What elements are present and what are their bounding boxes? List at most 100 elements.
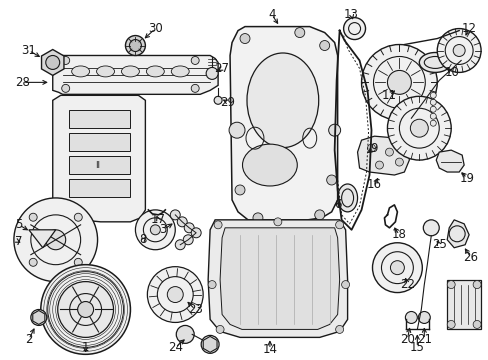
Polygon shape	[53, 95, 145, 222]
Polygon shape	[29, 230, 56, 248]
Circle shape	[41, 265, 130, 354]
Ellipse shape	[419, 53, 450, 72]
Circle shape	[46, 230, 65, 250]
Circle shape	[74, 213, 82, 221]
Circle shape	[328, 124, 340, 136]
Circle shape	[472, 320, 480, 328]
Circle shape	[429, 92, 435, 98]
Text: 4: 4	[267, 8, 275, 21]
Text: 18: 18	[391, 228, 406, 241]
Circle shape	[61, 84, 69, 92]
Polygon shape	[435, 150, 463, 172]
Polygon shape	[220, 228, 339, 329]
Text: 15: 15	[409, 341, 424, 354]
Circle shape	[361, 45, 436, 120]
Circle shape	[191, 57, 199, 64]
Text: 28: 28	[16, 76, 30, 89]
Ellipse shape	[72, 66, 89, 77]
Text: 27: 27	[214, 62, 229, 75]
Text: 13: 13	[344, 8, 358, 21]
Text: 26: 26	[463, 251, 478, 264]
Circle shape	[78, 302, 93, 318]
Text: 22: 22	[399, 278, 414, 291]
Circle shape	[429, 113, 435, 119]
Circle shape	[14, 198, 98, 282]
Circle shape	[29, 213, 37, 221]
Polygon shape	[357, 136, 408, 175]
Circle shape	[29, 258, 37, 266]
Circle shape	[423, 220, 438, 236]
Text: 12: 12	[461, 22, 476, 35]
Text: 23: 23	[187, 303, 202, 316]
Text: 2: 2	[25, 333, 33, 346]
Polygon shape	[53, 55, 218, 94]
Circle shape	[206, 67, 218, 80]
Circle shape	[214, 96, 222, 104]
Circle shape	[129, 40, 141, 51]
Circle shape	[367, 144, 375, 152]
Text: 5: 5	[15, 218, 22, 231]
Circle shape	[341, 280, 349, 289]
Polygon shape	[208, 220, 347, 337]
Polygon shape	[447, 220, 468, 248]
Text: 31: 31	[21, 44, 36, 57]
Circle shape	[429, 99, 435, 105]
Circle shape	[176, 325, 194, 343]
Ellipse shape	[146, 66, 164, 77]
Text: 7: 7	[15, 235, 22, 248]
Text: 14: 14	[262, 343, 277, 356]
Circle shape	[31, 310, 47, 325]
Circle shape	[429, 106, 435, 112]
Circle shape	[191, 228, 201, 238]
Circle shape	[252, 213, 263, 223]
Text: II: II	[95, 161, 100, 170]
Text: 17: 17	[150, 213, 165, 226]
Circle shape	[184, 223, 194, 233]
Text: 16: 16	[366, 179, 381, 192]
Circle shape	[386, 71, 410, 94]
Circle shape	[385, 148, 393, 156]
Polygon shape	[203, 336, 217, 352]
Bar	[68, 179, 130, 197]
Circle shape	[447, 280, 454, 289]
Circle shape	[319, 41, 329, 50]
Circle shape	[335, 221, 343, 229]
Text: 8: 8	[140, 233, 147, 246]
Ellipse shape	[246, 53, 318, 148]
Circle shape	[386, 96, 450, 160]
Circle shape	[58, 282, 113, 337]
Bar	[68, 133, 130, 151]
Polygon shape	[229, 27, 337, 220]
Circle shape	[273, 218, 281, 226]
Circle shape	[395, 158, 403, 166]
Circle shape	[183, 235, 193, 245]
Circle shape	[429, 120, 435, 126]
Circle shape	[409, 119, 427, 137]
Polygon shape	[33, 310, 45, 324]
Circle shape	[372, 243, 422, 293]
Circle shape	[208, 280, 216, 289]
Circle shape	[177, 217, 187, 227]
Circle shape	[240, 33, 249, 44]
Circle shape	[228, 122, 244, 138]
Circle shape	[472, 280, 480, 289]
Circle shape	[436, 28, 480, 72]
Circle shape	[343, 18, 365, 40]
Circle shape	[61, 57, 69, 64]
Text: 25: 25	[431, 238, 446, 251]
Circle shape	[216, 325, 224, 333]
Circle shape	[447, 320, 454, 328]
Circle shape	[170, 210, 180, 220]
Circle shape	[147, 267, 203, 323]
Circle shape	[191, 84, 199, 92]
Ellipse shape	[171, 66, 189, 77]
Ellipse shape	[121, 66, 139, 77]
Circle shape	[125, 36, 145, 55]
Text: 6: 6	[333, 198, 341, 211]
Text: 3: 3	[159, 223, 167, 236]
Bar	[68, 156, 130, 174]
Text: 11: 11	[381, 89, 396, 102]
Circle shape	[167, 287, 183, 302]
Text: 19: 19	[459, 171, 474, 185]
Circle shape	[389, 261, 404, 275]
